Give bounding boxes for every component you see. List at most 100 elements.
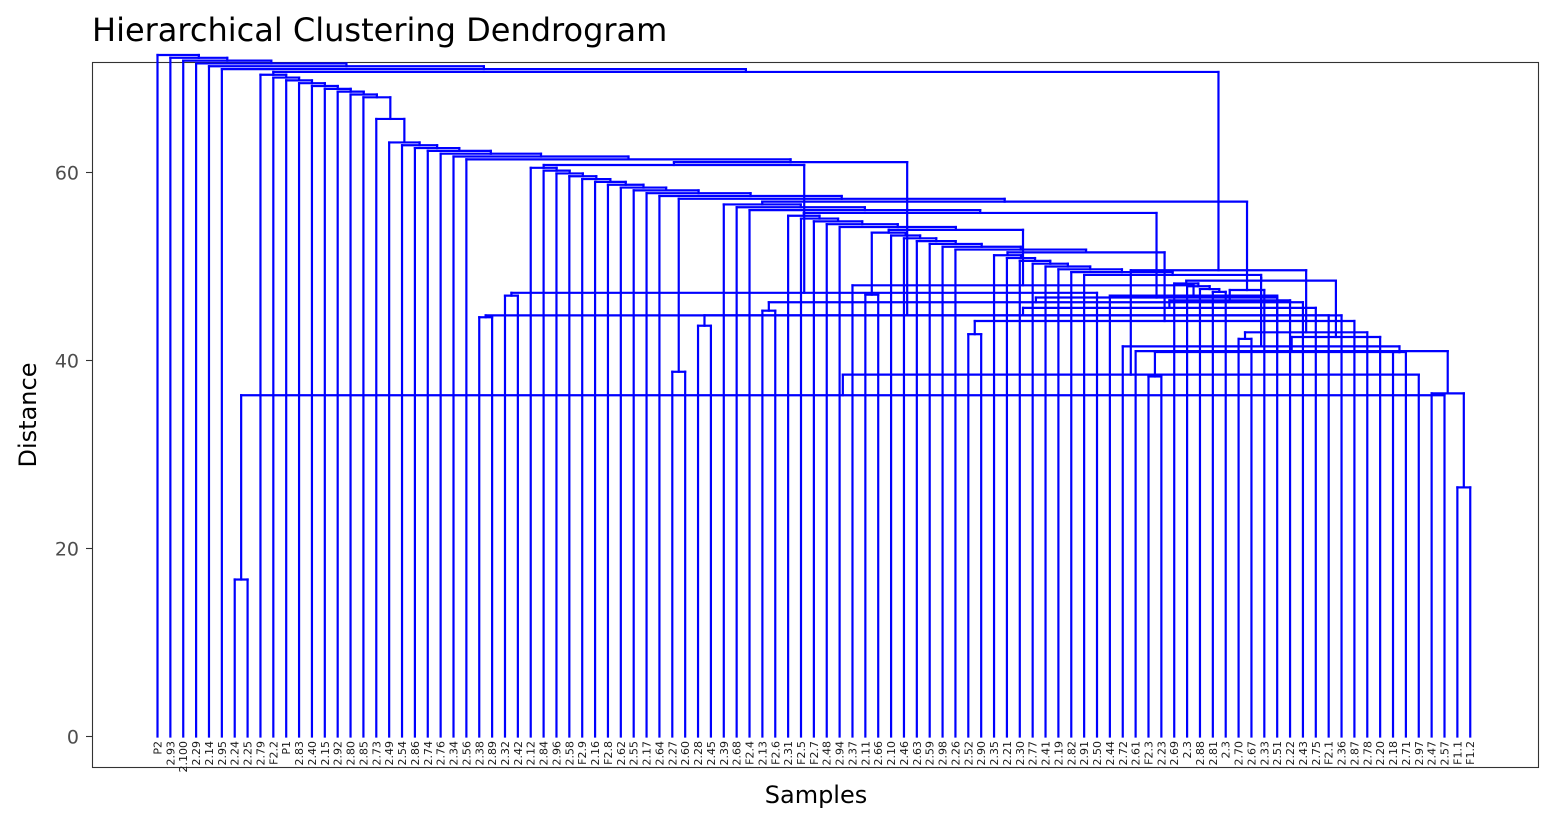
leaf-label: 2.33 xyxy=(1258,741,1271,766)
leaf-label: 2.96 xyxy=(550,741,563,766)
leaf-label: F2.1 xyxy=(1323,741,1336,765)
leaf-label: 2.38 xyxy=(473,741,486,766)
leaf-label: 2.70 xyxy=(1233,741,1246,766)
leaf-label: 2.12 xyxy=(525,741,538,766)
leaf-label: 2.67 xyxy=(1245,741,1258,766)
leaf-label: 2.22 xyxy=(1284,741,1297,766)
leaf-label: 2.47 xyxy=(1426,741,1439,766)
leaf-label: 2.54 xyxy=(396,741,409,766)
leaf-label: 2.3 xyxy=(1181,741,1194,759)
leaf-label: 2.74 xyxy=(422,741,435,766)
y-axis-title: Distance xyxy=(14,363,42,468)
leaf-label: 2.87 xyxy=(1348,741,1361,766)
leaf-label: 2.78 xyxy=(1361,741,1374,766)
leaf-label: 2.80 xyxy=(345,741,358,766)
leaf-label: 2.49 xyxy=(383,741,396,766)
leaf-label: F2.2 xyxy=(267,741,280,765)
leaf-label: 2.77 xyxy=(1027,741,1040,766)
leaf-label: 2.66 xyxy=(872,741,885,766)
leaf-label: 2.21 xyxy=(1001,741,1014,766)
leaf-label: 2.75 xyxy=(1310,741,1323,766)
leaf-label: 2.72 xyxy=(1117,741,1130,766)
leaf-label: 2.84 xyxy=(538,741,551,766)
chart-title: Hierarchical Clustering Dendrogram xyxy=(92,11,667,49)
leaf-label: 2.93 xyxy=(164,741,177,766)
leaf-label: 2.3 xyxy=(1220,741,1233,759)
plot-panel xyxy=(91,61,1540,769)
leaf-label: 2.50 xyxy=(1091,741,1104,766)
leaf-label: 2.62 xyxy=(615,741,628,766)
leaf-label: 2.95 xyxy=(216,741,229,766)
leaf-label: F2.8 xyxy=(602,741,615,765)
leaf-label: 2.46 xyxy=(898,741,911,766)
leaf-label: 2.17 xyxy=(641,741,654,766)
leaf-label: 2.51 xyxy=(1271,741,1284,766)
leaf-label: 2.69 xyxy=(1168,741,1181,766)
leaf-label: 2.41 xyxy=(1040,741,1053,766)
leaf-label: 2.61 xyxy=(1130,741,1143,766)
leaf-label: 2.37 xyxy=(846,741,859,766)
leaf-label: 2.45 xyxy=(705,741,718,766)
leaf-label: 2.30 xyxy=(1014,741,1027,766)
leaf-label: F1.1 xyxy=(1451,741,1464,765)
leaf-label: 2.83 xyxy=(293,741,306,766)
leaf-label: 2.39 xyxy=(718,741,731,766)
leaf-label: 2.79 xyxy=(254,741,267,766)
leaf-label: 2.98 xyxy=(937,741,950,766)
leaf-label: 2.64 xyxy=(653,741,666,766)
leaf-label: 2.81 xyxy=(1207,741,1220,766)
leaf-label: 2.27 xyxy=(666,741,679,766)
leaf-label: F1.2 xyxy=(1464,741,1477,765)
leaf-label: 2.32 xyxy=(499,741,512,766)
leaf-label: 2.16 xyxy=(589,741,602,766)
leaf-label: 2.88 xyxy=(1194,741,1207,766)
leaf-label: 2.82 xyxy=(1065,741,1078,766)
leaf-labels: P2 2.93 2.100 2.29 2.14 2.95 2.24 2.25 2.79 F2.2 P… xyxy=(152,741,1478,773)
leaf-label: 2.73 xyxy=(370,741,383,766)
leaf-label: 2.43 xyxy=(1297,741,1310,766)
leaf-label: 2.15 xyxy=(319,741,332,766)
leaf-label: 2.76 xyxy=(435,741,448,766)
y-tick-label: 0 xyxy=(67,727,79,749)
leaf-label: 2.42 xyxy=(512,741,525,766)
leaf-label: F2.7 xyxy=(808,741,821,765)
leaf-label: 2.29 xyxy=(190,741,203,766)
leaf-label: 2.14 xyxy=(203,741,216,766)
leaf-label: 2.19 xyxy=(1052,741,1065,766)
leaf-label: 2.86 xyxy=(409,741,422,766)
leaf-label: 2.56 xyxy=(460,741,473,766)
leaf-label: 2.26 xyxy=(949,741,962,766)
dendrogram-branches xyxy=(156,53,1472,738)
leaf-label: 2.28 xyxy=(692,741,705,766)
leaf-label: 2.25 xyxy=(242,741,255,766)
leaf-label: 2.18 xyxy=(1387,741,1400,766)
leaf-label: 2.57 xyxy=(1439,741,1452,766)
y-tick-label: 20 xyxy=(55,539,79,561)
leaf-label: 2.68 xyxy=(731,741,744,766)
x-axis-title: Samples xyxy=(765,781,868,809)
leaf-label: F2.3 xyxy=(1142,741,1155,765)
leaf-label: 2.44 xyxy=(1104,741,1117,766)
leaf-label: 2.85 xyxy=(357,741,370,766)
leaf-label: 2.48 xyxy=(821,741,834,766)
leaf-label: F2.5 xyxy=(795,741,808,765)
leaf-label: F2.9 xyxy=(576,741,589,765)
y-tick-label: 60 xyxy=(55,163,79,185)
leaf-label: 2.52 xyxy=(962,741,975,766)
leaf-label: 2.100 xyxy=(177,741,190,773)
leaf-label: 2.71 xyxy=(1400,741,1413,766)
leaf-label: 2.59 xyxy=(924,741,937,766)
leaf-label: 2.13 xyxy=(756,741,769,766)
leaf-label: 2.94 xyxy=(834,741,847,766)
y-axis: 0 20 40 60 xyxy=(55,163,93,749)
leaf-label: 2.97 xyxy=(1413,741,1426,766)
leaf-label: 2.11 xyxy=(859,741,872,766)
leaf-label: P1 xyxy=(280,741,293,755)
leaf-label: 2.55 xyxy=(628,741,641,766)
y-tick-label: 40 xyxy=(55,351,79,373)
leaf-label: 2.35 xyxy=(988,741,1001,766)
leaf-label: 2.34 xyxy=(448,741,461,766)
leaf-label: F2.6 xyxy=(769,741,782,765)
leaf-label: 2.60 xyxy=(679,741,692,766)
leaf-label: F2.4 xyxy=(744,741,757,765)
